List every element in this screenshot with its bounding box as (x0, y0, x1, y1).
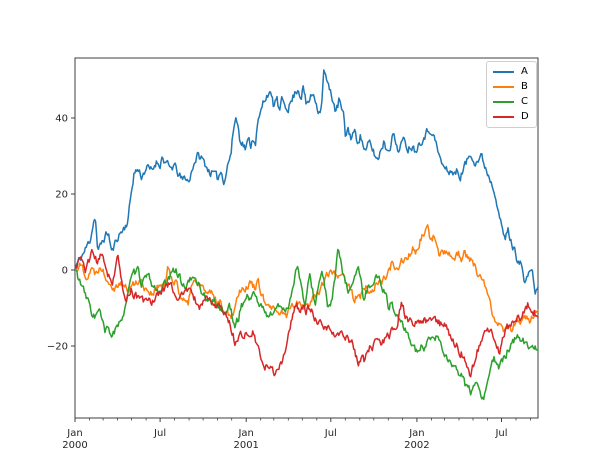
plot-border (74, 57, 539, 419)
legend-label: B (521, 81, 528, 93)
series-line-B (75, 224, 539, 333)
y-tick-label: 40 (55, 114, 68, 125)
legend-label: A (521, 66, 528, 78)
x-tick-label: Jan (408, 428, 424, 439)
x-tick-label: Jan (237, 428, 253, 439)
series-lines (75, 69, 539, 401)
x-tick-label: Jul (153, 428, 166, 439)
legend-entry-D: D (493, 111, 536, 123)
legend-label: C (521, 95, 528, 107)
legend-entry-B: B (493, 81, 536, 93)
legend-label: D (521, 110, 529, 122)
legend-line-swatch (493, 115, 514, 118)
y-axis: −20 0 20 40 (47, 114, 75, 353)
y-tick-label: 20 (55, 190, 68, 201)
series-line-A (75, 69, 539, 295)
y-tick-label: −20 (47, 342, 68, 353)
legend-entry-A: A (493, 66, 536, 78)
legend-line-swatch (493, 100, 514, 103)
x-tick-label: Jul (494, 428, 507, 439)
y-tick-label: 0 (62, 266, 68, 277)
x-tick-year: 2002 (404, 440, 429, 451)
legend-line-swatch (493, 71, 514, 74)
legend-entry-C: C (493, 96, 536, 108)
x-tick-label: Jan (66, 428, 82, 439)
series-line-C (75, 248, 539, 401)
legend-line-swatch (493, 86, 514, 89)
x-tick-label: Jul (324, 428, 337, 439)
x-tick-year: 2001 (233, 440, 258, 451)
x-tick-year: 2000 (62, 440, 87, 451)
series-line-D (75, 248, 539, 378)
